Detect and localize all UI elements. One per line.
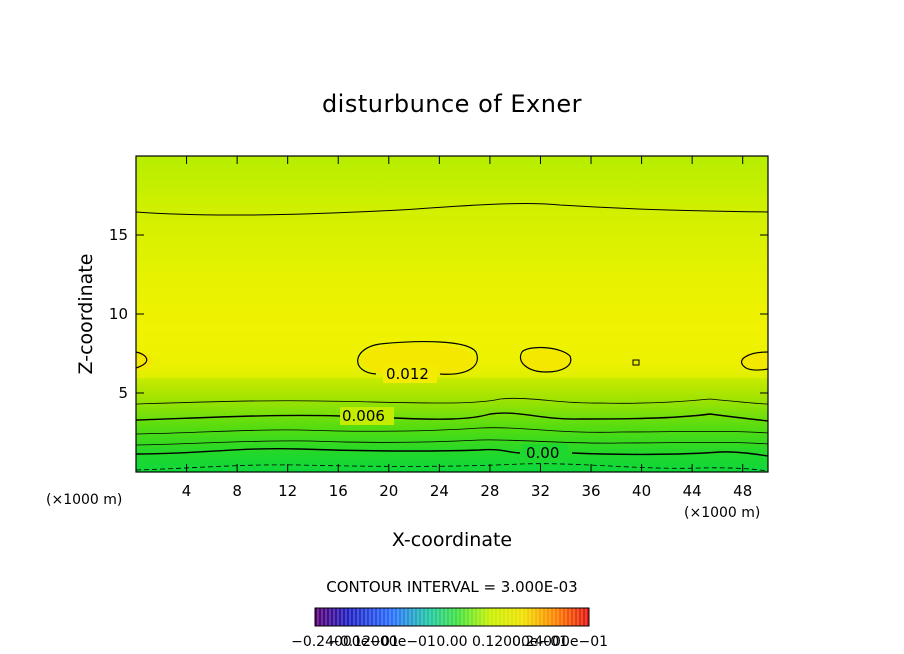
high-cell-2 (520, 349, 572, 371)
x-tick-label: 20 (379, 482, 398, 500)
colorbar-label: −0.24000e−01 (291, 634, 399, 650)
x-tick-label: 4 (182, 482, 192, 500)
contour-0.00 (136, 447, 768, 457)
x-tick-label: 40 (632, 482, 651, 500)
contour-label-0006: 0.006 (342, 407, 385, 425)
chart-title: disturbunce of Exner (322, 90, 582, 118)
y-axis-unit: (×1000 m) (46, 492, 122, 508)
x-tick-label: 48 (733, 482, 752, 500)
colorbar (314, 607, 590, 627)
colorbar-labels: −0.24000e−01−0.12000e−01 0.00 0.12000e−010… (291, 634, 608, 650)
plot-area (136, 156, 768, 472)
x-axis-unit: (×1000 m) (684, 505, 760, 521)
colorbar-label: 0.24000e−01 (512, 634, 608, 650)
y-axis-label: Z-coordinate (75, 254, 97, 375)
y-tick-label: 10 (109, 305, 128, 323)
x-tick-label: 36 (581, 482, 600, 500)
high-cell-3 (136, 352, 153, 370)
label-patch-2 (340, 407, 394, 425)
contour-0.006 (136, 412, 768, 422)
contour-0.012-cell-2 (519, 346, 572, 373)
colorbar-label: −0.12000e−01 (328, 634, 436, 650)
contour-thin-1 (136, 397, 768, 405)
y-tick-label: 5 (118, 384, 128, 402)
x-tick-label: 12 (278, 482, 297, 500)
x-tick-label: 32 (531, 482, 550, 500)
x-tick-label: 44 (683, 482, 702, 500)
x-axis-ticks: 4 8 12 16 20 24 28 32 36 40 44 48 (182, 156, 752, 500)
contour-top (136, 203, 768, 216)
x-tick-label: 24 (430, 482, 449, 500)
y-tick-label: 15 (109, 226, 128, 244)
x-axis-label: X-coordinate (392, 529, 512, 551)
y-axis-ticks: 5 10 15 (109, 226, 768, 402)
field-background (136, 156, 768, 472)
x-tick-label: 28 (480, 482, 499, 500)
label-patch-1 (383, 365, 437, 383)
contour-0.012-cell-1 (357, 341, 478, 375)
contour-thin-3 (136, 439, 768, 446)
contour-0.012-cell-3 (136, 351, 148, 369)
colorbar-label: 0.00 (436, 634, 467, 650)
contour-0.012-cell-4 (740, 351, 768, 371)
x-tick-label: 8 (232, 482, 242, 500)
contour-label-0012: 0.012 (386, 365, 429, 383)
x-tick-label: 16 (329, 482, 348, 500)
contour-thin-2 (136, 427, 768, 435)
contour-interval: CONTOUR INTERVAL = 3.000E-03 (326, 578, 577, 596)
contour-small-cell (632, 359, 640, 366)
label-patch-3 (522, 444, 568, 462)
colorbar-label: 0.12000e−01 (472, 634, 568, 650)
contour-label-000: 0.00 (526, 444, 559, 462)
